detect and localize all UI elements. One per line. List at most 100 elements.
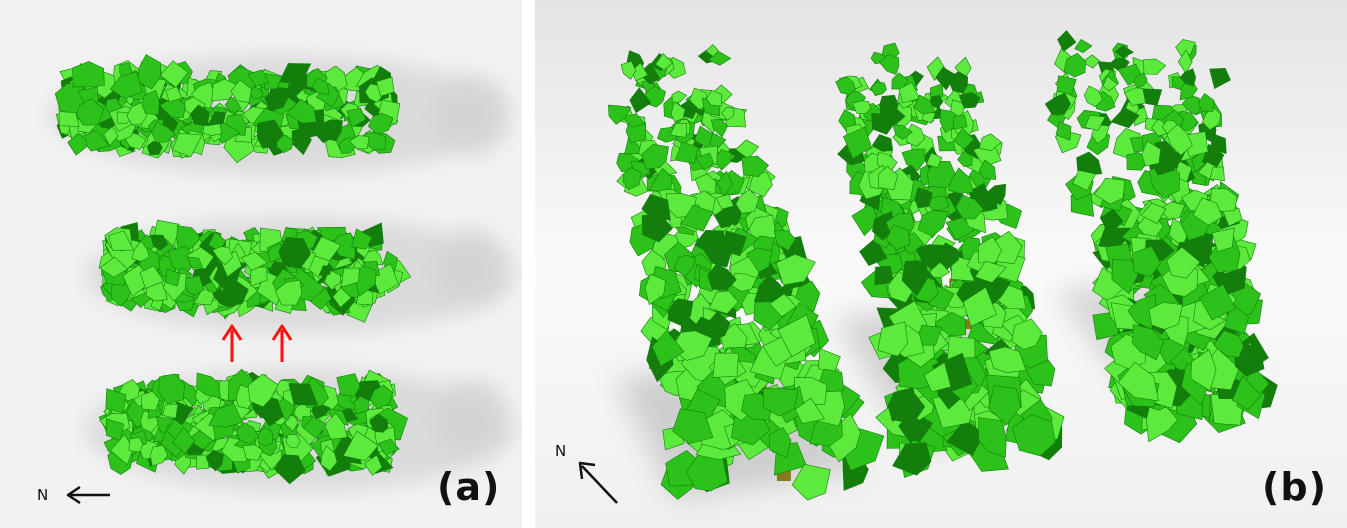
- leaf-shape: [694, 125, 713, 150]
- leaf-shape: [1166, 246, 1201, 279]
- leaf-shape: [302, 416, 327, 439]
- leaf-shape: [139, 265, 165, 289]
- leaf-shape: [162, 403, 179, 419]
- leaf-shape: [235, 422, 260, 445]
- leaf-shape: [183, 275, 205, 296]
- leaf-shape: [952, 114, 968, 130]
- leaf-shape: [1179, 68, 1197, 87]
- leaf-shape: [377, 438, 400, 456]
- leaf-shape: [887, 387, 917, 422]
- leaf-shape: [655, 53, 673, 71]
- leaf-shape: [1142, 88, 1163, 106]
- leaf-shape: [992, 230, 1023, 265]
- leaf-shape: [151, 121, 176, 143]
- leaf-shape: [1132, 324, 1165, 361]
- leaf-shape: [707, 263, 737, 291]
- leaf-shape: [171, 132, 203, 158]
- leaf-shape: [190, 104, 210, 127]
- leaf-shape: [165, 268, 181, 287]
- leaf-shape: [319, 119, 343, 142]
- leaf-shape: [1094, 177, 1126, 205]
- leaf-shape: [205, 449, 224, 472]
- leaf-shape: [230, 79, 252, 103]
- leaf-shape: [311, 77, 330, 95]
- plant-row: [608, 44, 885, 501]
- leaf-shape: [78, 130, 110, 152]
- leaf-shape: [768, 427, 792, 459]
- leaf-shape: [929, 95, 944, 109]
- leaf-shape: [974, 260, 1008, 283]
- leaf-shape: [159, 95, 186, 118]
- leaf-shape: [947, 71, 969, 94]
- leaf-shape: [105, 388, 127, 414]
- leaf-shape: [735, 189, 760, 214]
- leaf-shape: [1110, 107, 1140, 129]
- leaf-shape: [274, 279, 303, 306]
- leaf-shape: [150, 234, 169, 251]
- leaf-shape: [346, 107, 367, 128]
- leaf-shape: [1192, 197, 1223, 226]
- leaf-shape: [126, 100, 148, 126]
- leaf-shape: [103, 125, 119, 147]
- leaf-shape: [1076, 151, 1103, 176]
- stem-base: [776, 471, 791, 481]
- leaf-shape: [1084, 114, 1106, 132]
- leaf-shape: [644, 273, 667, 306]
- leaf-shape: [109, 71, 143, 99]
- leaf-shape: [629, 87, 652, 114]
- leaf-shape: [274, 454, 306, 485]
- leaf-shape: [140, 390, 160, 411]
- leaf-shape: [641, 193, 671, 221]
- leaf-shape: [741, 155, 770, 177]
- leaf-shape: [172, 426, 196, 455]
- leaf-shape: [72, 61, 105, 88]
- leaf-shape: [278, 236, 311, 269]
- leaf-shape: [870, 81, 887, 96]
- leaf-shape: [914, 187, 933, 209]
- leaf-shape: [285, 433, 301, 449]
- leaf-shape: [369, 413, 389, 433]
- leaf-shape: [892, 442, 932, 476]
- leaf-shape: [954, 56, 972, 80]
- plant-row: [835, 42, 1065, 478]
- leaf-shape: [1148, 302, 1183, 330]
- leaf-shape: [110, 434, 134, 466]
- leaf-shape: [852, 100, 872, 115]
- leaf-shape: [871, 134, 894, 152]
- leaf-shape: [1074, 38, 1093, 53]
- leaf-shape: [259, 398, 284, 427]
- leaf-shape: [256, 119, 285, 149]
- leaf-shape: [1166, 123, 1193, 156]
- leaf-shape: [716, 170, 733, 197]
- leaf-shape: [1198, 284, 1237, 321]
- leaf-shape: [208, 402, 243, 428]
- leaf-shape: [342, 430, 379, 462]
- leaf-shape: [363, 454, 383, 476]
- leaf-shape: [871, 112, 896, 135]
- leaf-shape: [1198, 93, 1215, 112]
- leaf-shape: [714, 149, 732, 171]
- leaf-shape: [353, 395, 369, 415]
- leaf-shape: [318, 265, 332, 277]
- leaf-shape: [376, 76, 395, 97]
- leaf-shape: [220, 280, 249, 308]
- leaf-shape: [212, 245, 233, 266]
- leaf-shape: [955, 194, 984, 220]
- leaf-shape: [672, 408, 714, 445]
- leaf-shape: [1143, 58, 1167, 75]
- leaf-shape: [641, 64, 661, 85]
- leaf-shape: [901, 260, 928, 297]
- leaf-shape: [710, 118, 729, 138]
- leaf-shape: [76, 98, 105, 126]
- leaf-shape: [1221, 207, 1243, 227]
- leaf-shape: [150, 445, 168, 467]
- leaf-shape: [791, 463, 831, 501]
- leaf-shape: [670, 101, 686, 123]
- leaf-shape: [707, 51, 732, 66]
- leaf-shape: [988, 346, 1027, 374]
- leaf-shape: [721, 106, 735, 121]
- leaf-shape: [978, 417, 1007, 458]
- leaf-shape: [106, 418, 125, 441]
- leaf-shape: [731, 273, 758, 292]
